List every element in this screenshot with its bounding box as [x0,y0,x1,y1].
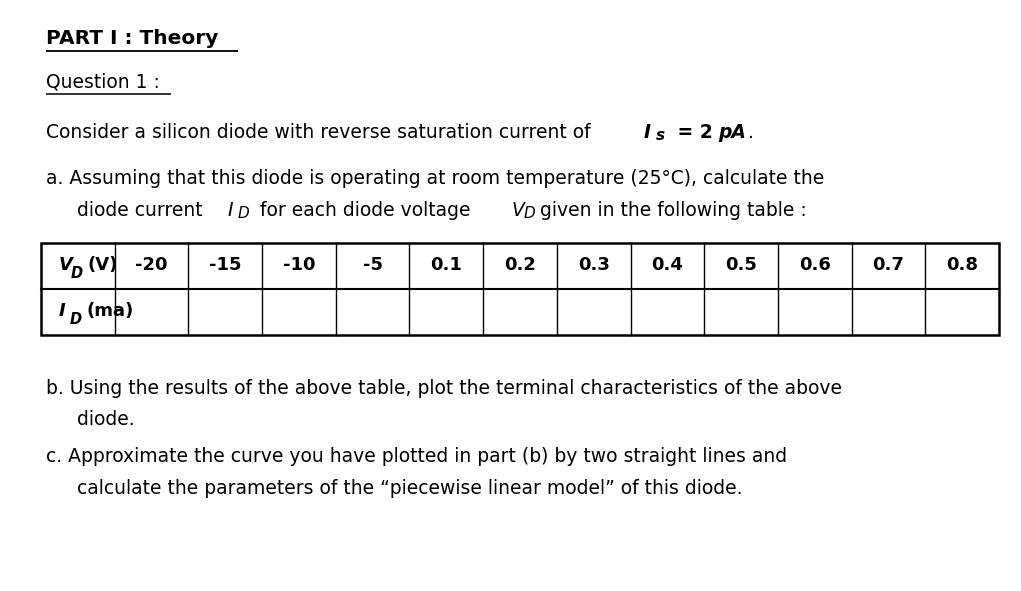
Text: 0.4: 0.4 [651,256,683,274]
Text: D: D [524,206,535,220]
Text: D: D [69,311,82,326]
Text: Consider a silicon diode with reverse saturation current of: Consider a silicon diode with reverse sa… [46,123,596,142]
Text: a. Assuming that this diode is operating at room temperature (25°C), calculate t: a. Assuming that this diode is operating… [46,169,824,188]
Text: D: D [70,265,83,281]
Text: = 2: = 2 [671,123,719,142]
Text: 0.5: 0.5 [725,256,757,274]
Text: I: I [644,123,651,142]
Text: .: . [748,123,753,142]
Text: -10: -10 [283,256,315,274]
Text: V: V [512,200,525,219]
Text: 0.1: 0.1 [431,256,463,274]
Text: pA: pA [718,123,746,142]
Text: diode.: diode. [77,410,135,429]
Text: 0.6: 0.6 [798,256,831,274]
Text: I: I [227,200,233,219]
Text: -15: -15 [209,256,242,274]
Text: 0.8: 0.8 [946,256,978,274]
Text: D: D [238,206,249,220]
Bar [41,242,999,335]
Text: 0.3: 0.3 [578,256,610,274]
Text: (ma): (ma) [86,303,134,320]
Text: Question 1 :: Question 1 : [46,73,160,92]
Text: (V): (V) [88,256,117,274]
Text: c. Approximate the curve you have plotted in part (b) by two straight lines and: c. Approximate the curve you have plotte… [46,447,787,466]
Text: calculate the parameters of the “piecewise linear model” of this diode.: calculate the parameters of the “piecewi… [77,479,742,498]
Text: for each diode voltage: for each diode voltage [254,200,477,219]
Text: PART I : Theory: PART I : Theory [46,29,218,48]
Text: I: I [59,303,65,320]
Text: 0.7: 0.7 [873,256,905,274]
Text: diode current: diode current [77,200,208,219]
Text: b. Using the results of the above table, plot the terminal characteristics of th: b. Using the results of the above table,… [46,378,842,398]
Text: V: V [59,256,72,274]
Text: -5: -5 [362,256,383,274]
Text: 0.2: 0.2 [504,256,536,274]
Text: -20: -20 [136,256,167,274]
Text: s: s [655,128,665,144]
Text: given in the following table :: given in the following table : [539,200,807,219]
